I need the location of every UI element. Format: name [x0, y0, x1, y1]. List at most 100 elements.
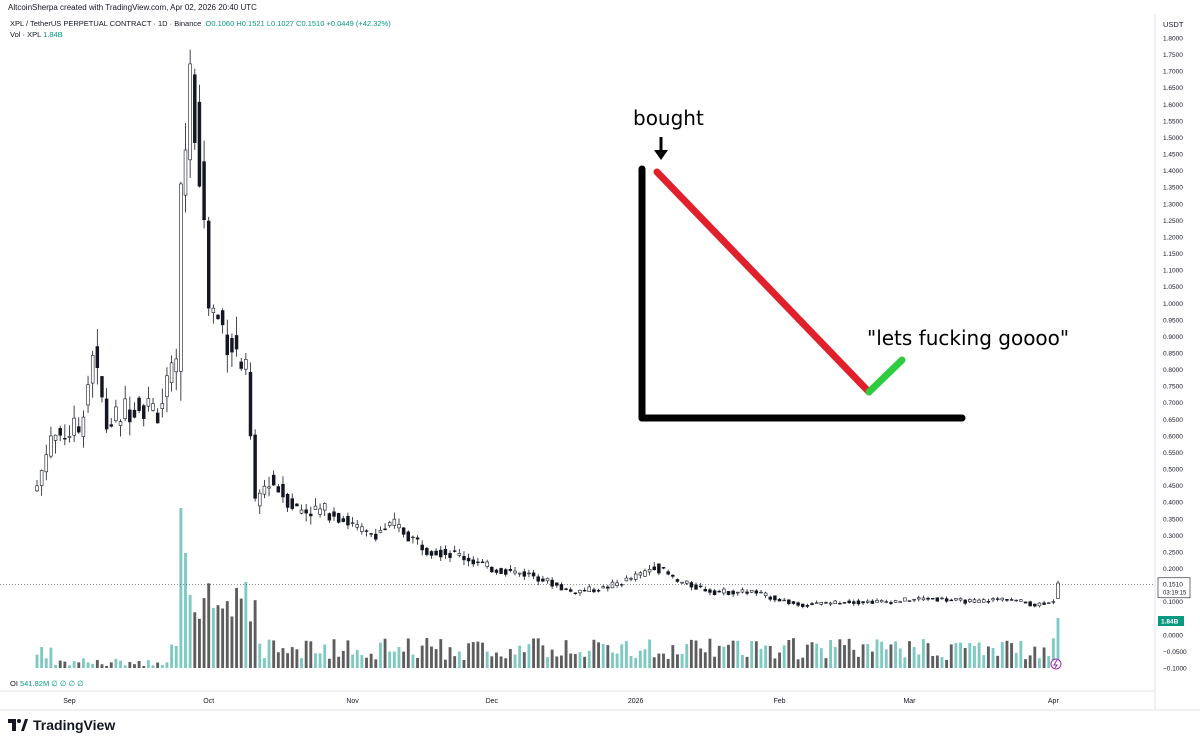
- candle: [995, 596, 1000, 602]
- candle: [466, 553, 471, 567]
- candle: [406, 530, 411, 542]
- y-tick-label: 0.2500: [1163, 549, 1183, 556]
- candle: [1000, 597, 1005, 602]
- candle: [1028, 600, 1032, 607]
- volume-bar: [457, 651, 461, 668]
- volume-bar: [434, 649, 438, 668]
- candle: [295, 503, 299, 507]
- candle: [661, 566, 666, 570]
- candle: [773, 595, 777, 603]
- volume-bar: [620, 644, 624, 668]
- candle: [193, 68, 197, 150]
- candle: [169, 355, 174, 392]
- y-tick-label: 0.5500: [1163, 450, 1183, 457]
- y-tick-label: 0.4500: [1163, 483, 1183, 490]
- candle: [722, 587, 726, 596]
- candle: [865, 599, 870, 604]
- volume-bar: [754, 641, 758, 668]
- volume-bar: [337, 656, 341, 668]
- candle: [814, 600, 819, 604]
- candle: [434, 548, 438, 556]
- volume-bar: [392, 651, 396, 668]
- price-axis[interactable]: USDT 1.8000 1.7500 1.7000 1.6500 1.6000 1.5500…: [1163, 20, 1187, 673]
- candle: [346, 512, 350, 530]
- volume-bar: [453, 656, 457, 668]
- candle: [309, 506, 313, 525]
- time-axis[interactable]: Sep Oct Nov Dec 2026 Feb Mar Apr: [63, 698, 1059, 705]
- candle: [285, 492, 290, 513]
- x-tick-label: Mar: [903, 698, 916, 705]
- volume-bar: [903, 657, 907, 668]
- volume-bar: [318, 653, 322, 668]
- open-interest-legend[interactable]: OI 541.82M ∅ ∅ ∅ ∅: [10, 679, 84, 688]
- candle: [689, 580, 694, 591]
- candle: [160, 388, 165, 418]
- volume-bar: [750, 640, 754, 668]
- volume-bar: [109, 662, 113, 668]
- candle: [587, 584, 592, 592]
- volume-bar: [801, 657, 805, 668]
- candle: [777, 597, 782, 602]
- ohlc-low: L0.1027: [266, 19, 294, 28]
- candle: [341, 515, 346, 523]
- volume-bar: [833, 646, 837, 668]
- candle: [940, 596, 944, 600]
- ohlc-close: C0.1510: [296, 19, 325, 28]
- volume-legend[interactable]: Vol · XPL 1.84B: [10, 30, 63, 39]
- volume-bar: [91, 663, 95, 668]
- candle: [545, 577, 550, 584]
- candle: [893, 599, 898, 603]
- symbol-legend[interactable]: XPL / TetherUS PERPETUAL CONTRACT · 1D ·…: [10, 19, 391, 28]
- y-tick-label: 0.3000: [1163, 533, 1183, 540]
- volume-bar: [378, 642, 382, 668]
- candles: [35, 49, 1060, 609]
- candle: [810, 601, 814, 606]
- volume-bar: [365, 657, 368, 668]
- volume-bar: [532, 638, 536, 668]
- volume-bar: [211, 607, 215, 668]
- candle: [703, 586, 708, 592]
- candle: [643, 568, 647, 578]
- candle: [522, 568, 527, 581]
- volume-bar: [439, 639, 443, 668]
- candle: [782, 597, 786, 602]
- y-tick-label: 0.6000: [1163, 433, 1183, 440]
- candle: [225, 319, 230, 373]
- ohlc-change: +0.0449 (+42.32%): [326, 19, 391, 28]
- volume-bar: [1014, 652, 1018, 668]
- volume-bar: [430, 646, 433, 668]
- volume-bar: [578, 652, 582, 668]
- candle: [109, 418, 113, 428]
- candle: [740, 587, 745, 594]
- volume-bar: [652, 657, 656, 668]
- volume-bar: [898, 648, 902, 668]
- volume-bar: [383, 638, 387, 668]
- volume-bar: [564, 640, 568, 668]
- candle: [596, 588, 601, 593]
- candle: [448, 550, 452, 562]
- oi-label: OI: [10, 679, 18, 688]
- volume-bar: [151, 665, 155, 668]
- candle: [72, 405, 76, 442]
- volume-bar: [1056, 618, 1060, 668]
- candle: [86, 375, 90, 413]
- candle: [555, 582, 559, 588]
- volume-bar: [1010, 643, 1014, 668]
- candle: [879, 599, 884, 603]
- candle: [754, 589, 759, 596]
- volume-bar: [921, 639, 925, 668]
- volume-bar: [160, 665, 164, 668]
- y-tick-label: 0.5000: [1163, 467, 1183, 474]
- volume-bar: [699, 648, 703, 668]
- candle: [615, 579, 619, 588]
- candle: [1023, 601, 1028, 604]
- candle: [183, 122, 188, 213]
- candle: [155, 408, 160, 424]
- volume-bar: [810, 642, 814, 668]
- volume-bar: [986, 646, 990, 668]
- volume-bar: [119, 660, 122, 668]
- tradingview-brand[interactable]: TradingView: [8, 717, 115, 733]
- volume-bar: [207, 583, 211, 668]
- volume-bar: [954, 642, 958, 668]
- candle: [151, 397, 155, 412]
